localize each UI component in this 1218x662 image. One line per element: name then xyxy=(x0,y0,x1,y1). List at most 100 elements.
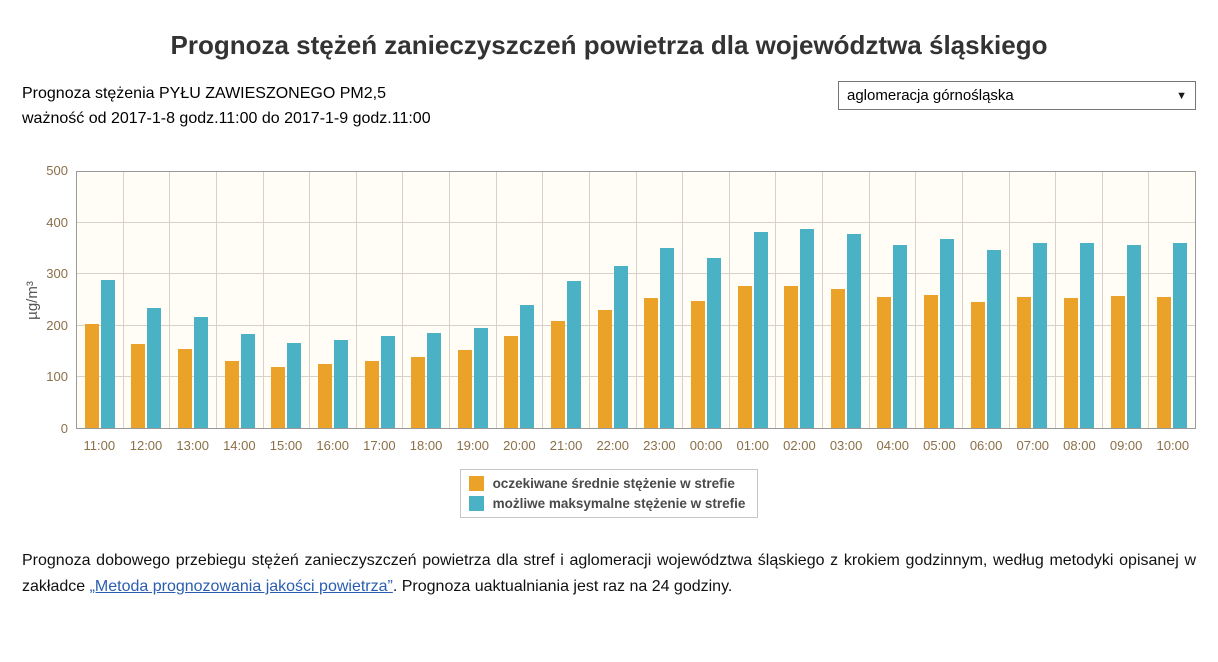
bar xyxy=(940,238,955,428)
bar xyxy=(364,360,379,428)
bar xyxy=(427,333,442,428)
plot-area xyxy=(76,171,1196,429)
bar-group-19:00 xyxy=(450,172,497,428)
x-tick-label: 22:00 xyxy=(596,438,629,453)
bar xyxy=(224,360,239,428)
x-tick-label: 23:00 xyxy=(643,438,676,453)
x-tick-label: 07:00 xyxy=(1016,438,1050,453)
bar xyxy=(1173,243,1188,428)
subtitle-row: Prognoza stężenia PYŁU ZAWIESZONEGO PM2,… xyxy=(22,81,1196,131)
x-tick-label: 04:00 xyxy=(876,438,910,453)
bar xyxy=(706,257,721,428)
bar xyxy=(551,321,566,428)
x-tick-label: 15:00 xyxy=(269,438,303,453)
bar-group-05:00 xyxy=(916,172,963,428)
bar xyxy=(690,300,705,428)
x-tick-label: 00:00 xyxy=(689,438,723,453)
bar xyxy=(1033,242,1048,428)
bar xyxy=(597,309,612,428)
bar xyxy=(287,342,302,428)
bar xyxy=(1110,296,1125,428)
bar-group-17:00 xyxy=(357,172,404,428)
legend-item-expected: oczekiwane średnie stężenie w strefie xyxy=(468,476,746,491)
bar-group-02:00 xyxy=(776,172,823,428)
bar xyxy=(644,297,659,428)
subtitle-block: Prognoza stężenia PYŁU ZAWIESZONEGO PM2,… xyxy=(22,81,431,131)
x-tick-label: 10:00 xyxy=(1156,438,1190,453)
bar-group-12:00 xyxy=(124,172,171,428)
x-tick-label: 05:00 xyxy=(923,438,956,453)
bar xyxy=(660,248,675,428)
x-tick-label: 13:00 xyxy=(176,438,209,453)
bar xyxy=(411,356,426,428)
bar xyxy=(178,349,193,428)
x-tick-label: 20:00 xyxy=(503,438,536,453)
region-select[interactable]: aglomeracja górnośląska xyxy=(838,81,1196,110)
bar xyxy=(1157,296,1172,428)
bar-group-13:00 xyxy=(170,172,217,428)
bar-group-10:00 xyxy=(1149,172,1195,428)
bar xyxy=(457,350,472,428)
bar xyxy=(753,232,768,428)
x-tick-label: 09:00 xyxy=(1109,438,1143,453)
bar xyxy=(317,364,332,428)
page: Prognoza stężeń zanieczyszczeń powietrza… xyxy=(0,30,1218,600)
x-axis-labels: 11:00 12:00 13:00 14:00 15:00 16:00 17:00 18:00… xyxy=(76,429,1196,453)
bar-group-21:00 xyxy=(543,172,590,428)
x-tick-label: 12:00 xyxy=(129,438,163,453)
x-tick-label: 02:00 xyxy=(783,438,816,453)
bar xyxy=(877,296,892,428)
footer-text-after: . Prognoza uaktualniania jest raz na 24 … xyxy=(392,578,733,595)
bar xyxy=(100,279,115,428)
bar xyxy=(84,324,99,428)
bar-group-01:00 xyxy=(730,172,777,428)
y-axis-labels: 0 100 200 300 400 500 xyxy=(42,163,76,436)
page-title: Prognoza stężeń zanieczyszczeń powietrza… xyxy=(170,30,1048,60)
region-select-wrap: aglomeracja górnośląska ▼ xyxy=(838,81,1196,110)
bar-group-18:00 xyxy=(403,172,450,428)
bar xyxy=(924,294,939,428)
bar xyxy=(380,335,395,428)
bar-group-20:00 xyxy=(497,172,544,428)
bar xyxy=(271,366,286,428)
y-tick-label: 500 xyxy=(46,163,68,178)
x-tick-label: 03:00 xyxy=(829,438,863,453)
x-tick-label: 11:00 xyxy=(83,438,116,453)
x-tick-label: 06:00 xyxy=(969,438,1003,453)
bar-group-06:00 xyxy=(963,172,1010,428)
legend-label-maximum: możliwe maksymalne stężenie w strefie xyxy=(492,496,746,511)
bar xyxy=(846,233,861,428)
bar xyxy=(784,286,799,428)
legend-label-expected: oczekiwane średnie stężenie w strefie xyxy=(492,476,735,491)
bar-group-16:00 xyxy=(310,172,357,428)
bar xyxy=(333,339,348,428)
x-tick-label: 01:00 xyxy=(736,438,770,453)
y-axis-title-wrap: µg/m³ xyxy=(22,171,42,429)
bar xyxy=(147,307,162,428)
bar xyxy=(970,302,985,428)
bar-group-11:00 xyxy=(77,172,124,428)
bar-group-14:00 xyxy=(217,172,264,428)
bar-group-07:00 xyxy=(1010,172,1057,428)
x-tick-label: 08:00 xyxy=(1063,438,1096,453)
bar xyxy=(1063,297,1078,428)
bar xyxy=(986,250,1001,428)
y-axis-title: µg/m³ xyxy=(23,280,41,320)
bar-group-22:00 xyxy=(590,172,637,428)
x-tick-label: 18:00 xyxy=(409,438,443,453)
chart: µg/m³ 0 100 200 300 400 500 11:00 12:00 13:00 14… xyxy=(22,163,1196,453)
bar xyxy=(800,228,815,428)
legend-wrap: oczekiwane średnie stężenie w strefie mo… xyxy=(22,469,1196,518)
legend: oczekiwane średnie stężenie w strefie mo… xyxy=(459,469,759,518)
method-link[interactable]: „Metoda prognozowania jakości powietrza” xyxy=(89,578,393,595)
x-tick-label: 19:00 xyxy=(456,438,489,453)
bar xyxy=(473,328,488,428)
bar xyxy=(830,289,845,428)
bar xyxy=(1079,243,1094,428)
validity-label: ważność od 2017-1-8 godz.11:00 do 2017-1… xyxy=(22,110,431,127)
bar-group-03:00 xyxy=(823,172,870,428)
bar xyxy=(520,305,535,428)
footer-text: Prognoza dobowego przebiegu stężeń zanie… xyxy=(22,548,1196,600)
pollutant-label: Prognoza stężenia PYŁU ZAWIESZONEGO PM2,… xyxy=(22,85,386,102)
bar xyxy=(240,333,255,428)
